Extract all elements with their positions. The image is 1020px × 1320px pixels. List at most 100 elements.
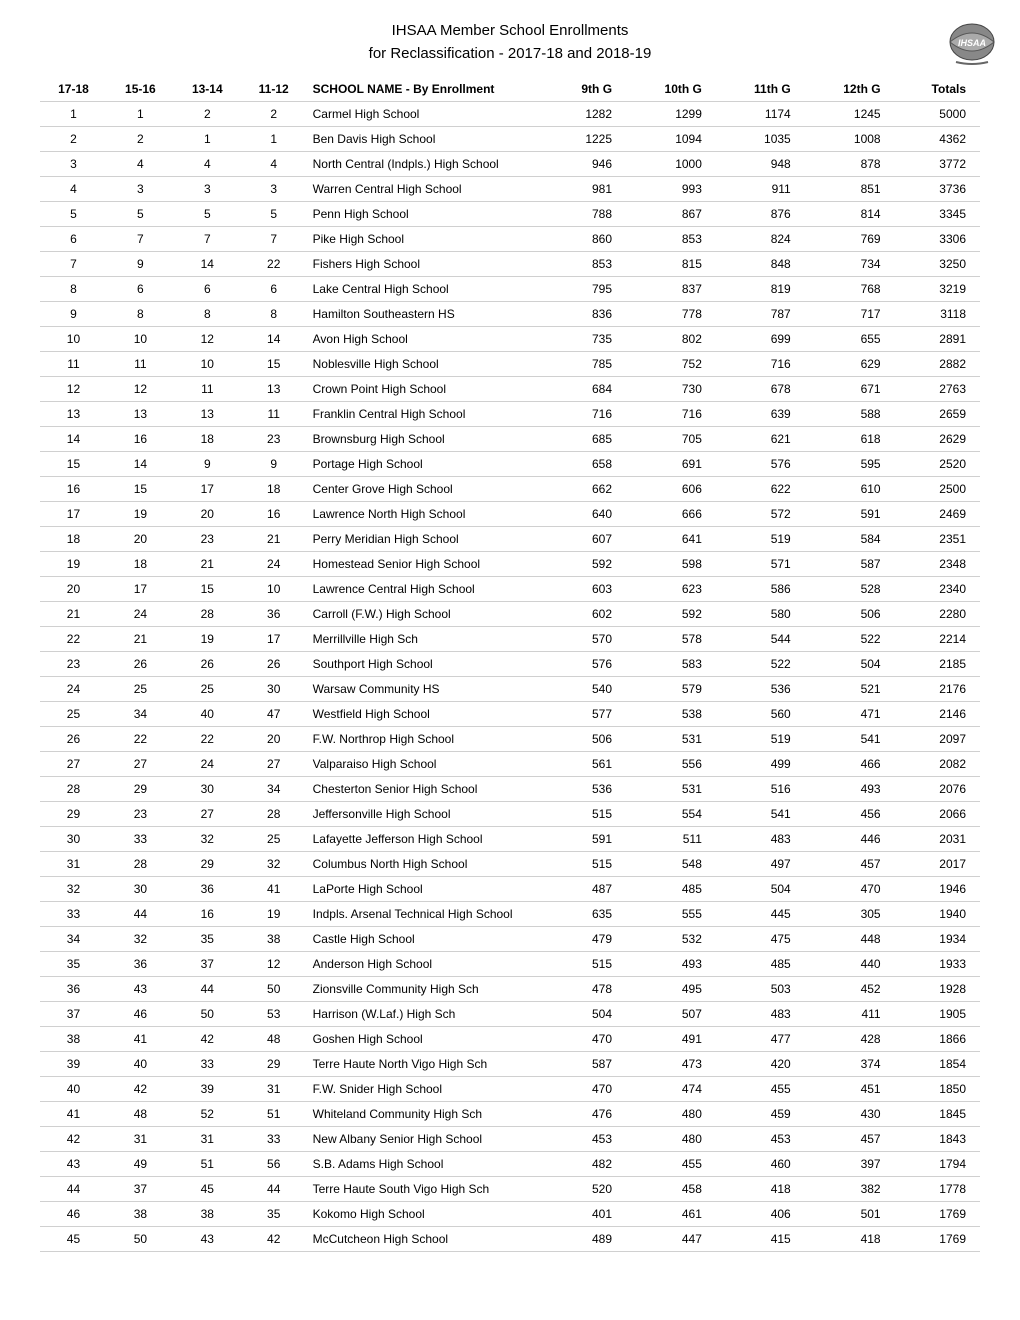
table-cell: 473 <box>626 1052 716 1077</box>
table-cell: 420 <box>716 1052 805 1077</box>
table-cell: 2031 <box>895 827 980 852</box>
table-cell: 41 <box>40 1102 107 1127</box>
table-cell: 13 <box>174 402 241 427</box>
col-11-12: 11-12 <box>241 77 307 102</box>
table-cell: 837 <box>626 277 716 302</box>
page-title: IHSAA Member School Enrollments for Recl… <box>40 20 980 65</box>
table-cell: 853 <box>626 227 716 252</box>
table-cell: 491 <box>626 1027 716 1052</box>
table-cell: Carroll (F.W.) High School <box>307 602 547 627</box>
table-cell: 451 <box>805 1077 895 1102</box>
table-cell: 19 <box>174 627 241 652</box>
table-cell: 487 <box>547 877 626 902</box>
table-row: 28293034Chesterton Senior High School536… <box>40 777 980 802</box>
table-row: 20171510Lawrence Central High School6036… <box>40 577 980 602</box>
table-cell: 577 <box>547 702 626 727</box>
ihsaa-logo-icon: IHSAA <box>936 20 1000 68</box>
table-cell: 752 <box>626 352 716 377</box>
table-cell: 305 <box>805 902 895 927</box>
table-cell: 7 <box>107 227 174 252</box>
table-cell: 1905 <box>895 1002 980 1027</box>
table-cell: Warren Central High School <box>307 177 547 202</box>
table-cell: 40 <box>174 702 241 727</box>
table-cell: 993 <box>626 177 716 202</box>
table-cell: 44 <box>40 1177 107 1202</box>
table-cell: 430 <box>805 1102 895 1127</box>
table-cell: 48 <box>107 1102 174 1127</box>
table-cell: Noblesville High School <box>307 352 547 377</box>
table-cell: 29 <box>174 852 241 877</box>
table-cell: 606 <box>626 477 716 502</box>
table-cell: Penn High School <box>307 202 547 227</box>
table-cell: 1854 <box>895 1052 980 1077</box>
table-cell: 1035 <box>716 127 805 152</box>
table-cell: 3 <box>107 177 174 202</box>
table-cell: 13 <box>107 402 174 427</box>
table-cell: 33 <box>174 1052 241 1077</box>
table-cell: 602 <box>547 602 626 627</box>
table-cell: 397 <box>805 1152 895 1177</box>
svg-text:IHSAA: IHSAA <box>958 38 986 48</box>
table-cell: 10 <box>174 352 241 377</box>
table-cell: 13 <box>241 377 307 402</box>
table-cell: 36 <box>174 877 241 902</box>
table-cell: 699 <box>716 327 805 352</box>
table-cell: 34 <box>40 927 107 952</box>
table-row: 31282932Columbus North High School515548… <box>40 852 980 877</box>
table-cell: 860 <box>547 227 626 252</box>
table-cell: 12 <box>107 377 174 402</box>
table-cell: 18 <box>107 552 174 577</box>
table-cell: 10 <box>107 327 174 352</box>
table-cell: 25 <box>174 677 241 702</box>
table-cell: 911 <box>716 177 805 202</box>
table-cell: 26 <box>174 652 241 677</box>
table-cell: 824 <box>716 227 805 252</box>
table-cell: 555 <box>626 902 716 927</box>
table-cell: 20 <box>107 527 174 552</box>
title-line-1: IHSAA Member School Enrollments <box>40 20 980 43</box>
table-cell: 13 <box>40 402 107 427</box>
table-cell: 401 <box>547 1202 626 1227</box>
table-cell: 2351 <box>895 527 980 552</box>
table-cell: Jeffersonville High School <box>307 802 547 827</box>
table-cell: 49 <box>107 1152 174 1177</box>
table-cell: 5 <box>174 202 241 227</box>
table-cell: 716 <box>626 402 716 427</box>
table-cell: 592 <box>626 602 716 627</box>
table-cell: 6 <box>107 277 174 302</box>
table-cell: 1299 <box>626 102 716 127</box>
table-cell: 20 <box>40 577 107 602</box>
table-cell: 40 <box>40 1077 107 1102</box>
table-cell: 415 <box>716 1227 805 1252</box>
table-cell: 18 <box>174 427 241 452</box>
table-cell: 28 <box>40 777 107 802</box>
table-row: 14161823Brownsburg High School6857056216… <box>40 427 980 452</box>
table-cell: 16 <box>174 902 241 927</box>
table-cell: 640 <box>547 502 626 527</box>
table-cell: 23 <box>107 802 174 827</box>
table-row: 25344047Westfield High School57753856047… <box>40 702 980 727</box>
table-cell: 20 <box>174 502 241 527</box>
table-cell: 17 <box>107 577 174 602</box>
table-cell: 22 <box>107 727 174 752</box>
table-cell: 17 <box>40 502 107 527</box>
col-9th: 9th G <box>547 77 626 102</box>
table-cell: Columbus North High School <box>307 852 547 877</box>
table-cell: 730 <box>626 377 716 402</box>
table-cell: 42 <box>241 1227 307 1252</box>
table-row: 37465053Harrison (W.Laf.) High Sch504507… <box>40 1002 980 1027</box>
table-cell: 50 <box>107 1227 174 1252</box>
table-cell: 515 <box>547 952 626 977</box>
table-cell: 610 <box>805 477 895 502</box>
table-cell: 819 <box>716 277 805 302</box>
table-row: 32303641LaPorte High School4874855044701… <box>40 877 980 902</box>
table-cell: 33 <box>241 1127 307 1152</box>
table-cell: 788 <box>547 202 626 227</box>
table-cell: 497 <box>716 852 805 877</box>
table-cell: 493 <box>626 952 716 977</box>
table-cell: 504 <box>547 1002 626 1027</box>
table-cell: 453 <box>716 1127 805 1152</box>
table-cell: 17 <box>241 627 307 652</box>
table-cell: 470 <box>805 877 895 902</box>
table-cell: 53 <box>241 1002 307 1027</box>
